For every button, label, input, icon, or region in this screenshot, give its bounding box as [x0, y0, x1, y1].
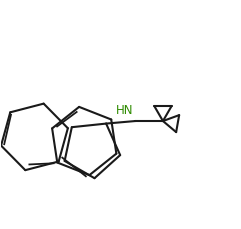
Text: HN: HN: [116, 104, 134, 117]
